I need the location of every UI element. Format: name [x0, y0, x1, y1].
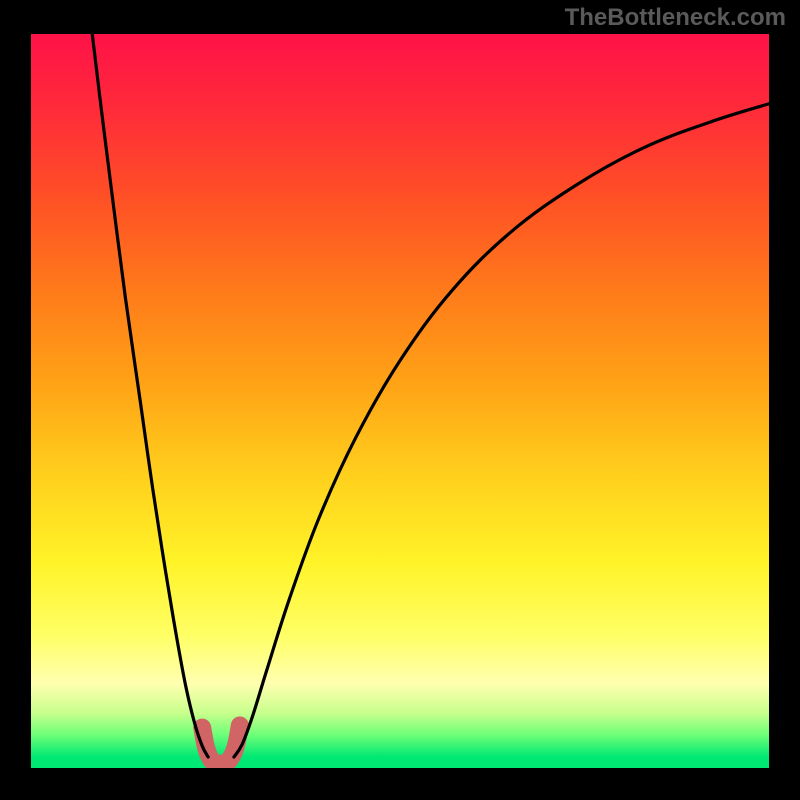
chart-svg	[0, 0, 800, 800]
watermark-text: TheBottleneck.com	[565, 4, 786, 32]
chart-frame: TheBottleneck.com	[0, 0, 800, 800]
